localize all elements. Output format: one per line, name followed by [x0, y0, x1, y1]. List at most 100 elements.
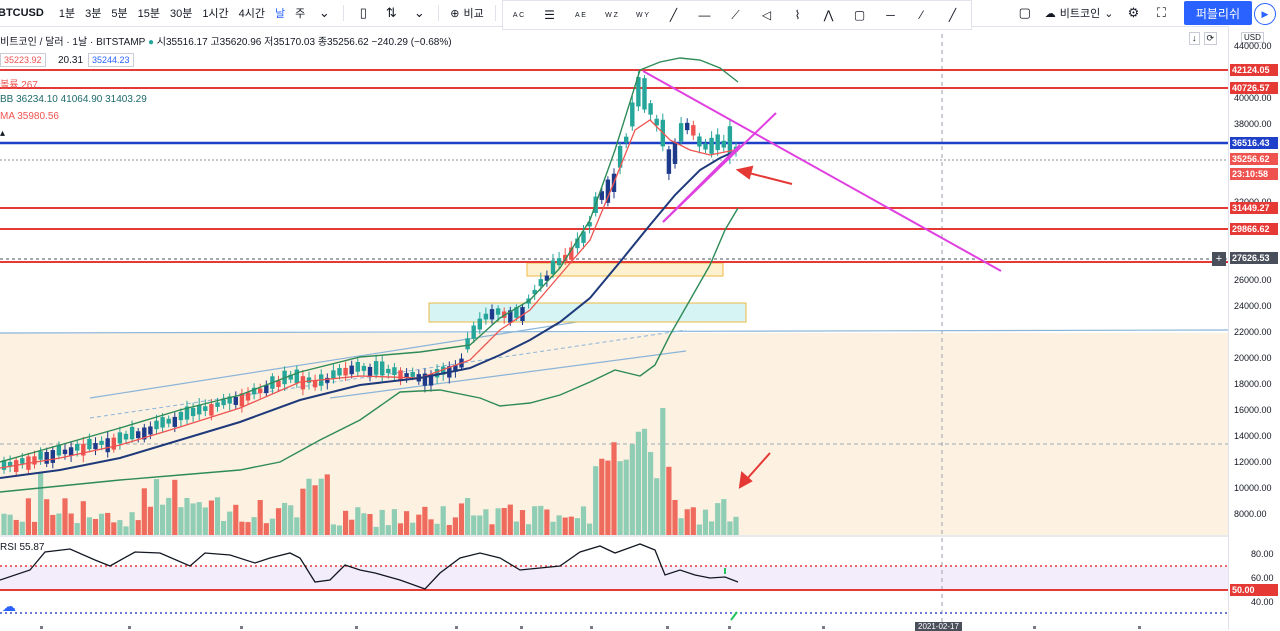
candle: [624, 136, 629, 143]
volume-bar: [318, 478, 324, 535]
volume-bar: [68, 513, 74, 535]
interval-7[interactable]: 날: [275, 8, 286, 20]
candle: [166, 418, 171, 424]
volume-bar: [391, 509, 397, 535]
price-label: 42124.05: [1230, 64, 1278, 76]
volume-bar: [580, 506, 587, 535]
refresh-icon[interactable]: ⟳: [1203, 32, 1218, 45]
extended-line-icon[interactable]: ⁄: [920, 8, 923, 22]
cloud-layout-button[interactable]: ☁ 비트코인 ⌄: [1039, 5, 1120, 21]
candle: [264, 385, 269, 394]
wy-pattern-icon[interactable]: W Y: [635, 11, 650, 19]
compare-button[interactable]: ⊕ 비교: [444, 5, 489, 21]
horizontal-line-icon[interactable]: ─: [886, 8, 895, 22]
interval-8[interactable]: 주: [295, 8, 306, 20]
volume-bar: [635, 431, 641, 535]
time-axis-ticks: [40, 626, 1141, 629]
volume-bar: [373, 526, 379, 535]
interval-1[interactable]: 3분: [85, 8, 102, 20]
fib-fan-icon[interactable]: ◁: [761, 8, 772, 22]
volume-bar: [660, 408, 666, 535]
horizontal-ray-icon[interactable]: —: [698, 8, 711, 22]
volume-bar: [452, 517, 458, 535]
interval-5[interactable]: 1시간: [202, 8, 229, 20]
chevron-down-icon[interactable]: ⌄: [413, 5, 425, 20]
bb-upper: [0, 57, 739, 463]
chevron-down-icon[interactable]: ⌄: [318, 5, 330, 20]
candle: [123, 433, 129, 440]
volume-bar: [166, 497, 172, 535]
wz-pattern-icon[interactable]: W Z: [605, 11, 618, 19]
ask-price[interactable]: 35244.23: [88, 53, 134, 67]
price-label: 36516.43: [1230, 137, 1278, 149]
volume-bar: [263, 523, 269, 535]
path-icon[interactable]: ⌇: [794, 8, 801, 22]
price-axis[interactable]: ↓ ⟳ USD 44000.0040000.0038000.0032000.00…: [1189, 26, 1280, 630]
rsi-level-label: 50.00: [1230, 584, 1278, 596]
time-tick: [1138, 626, 1141, 629]
trend-line-icon[interactable]: ╱: [669, 8, 678, 22]
info-line-icon[interactable]: ╱: [948, 8, 957, 22]
volume-bar: [172, 479, 178, 535]
bid-price[interactable]: 35223.92: [0, 53, 46, 67]
volume-bar: [7, 514, 13, 535]
symbol-label[interactable]: BTCUSD: [0, 7, 44, 19]
volume-bar: [440, 506, 446, 535]
ray-icon[interactable]: ⟋: [731, 7, 740, 22]
gear-icon[interactable]: ⚙: [1127, 5, 1140, 20]
play-icon[interactable]: ▶: [1254, 3, 1276, 25]
bar-style-icon[interactable]: ▯: [359, 5, 367, 20]
volume-bar: [574, 518, 580, 535]
candle: [715, 134, 720, 151]
candle: [648, 103, 653, 115]
candle: [477, 318, 482, 330]
ae-pattern-icon[interactable]: A E: [575, 11, 586, 19]
candle: [428, 374, 434, 386]
currency-label[interactable]: USD: [1241, 32, 1264, 43]
candle: [434, 369, 440, 378]
candle: [721, 140, 726, 148]
volume-bar: [312, 485, 318, 535]
square-icon[interactable]: ▢: [1018, 5, 1031, 20]
candle: [160, 417, 165, 428]
price-chart[interactable]: [0, 0, 1228, 630]
candle: [441, 366, 446, 375]
candle: [630, 102, 635, 127]
interval-2[interactable]: 5분: [111, 8, 128, 20]
interval-3[interactable]: 15분: [137, 8, 160, 20]
volume-bar: [519, 510, 526, 535]
volume-bar: [611, 442, 617, 535]
abcd-pattern-icon[interactable]: A C: [512, 11, 525, 19]
volume-legend: 볼륨 267: [0, 80, 38, 91]
interval-4[interactable]: 30분: [169, 8, 193, 20]
collapse-icon[interactable]: ▴: [0, 128, 6, 139]
zigzag-icon[interactable]: ⋀: [823, 8, 834, 22]
price-tick: 40000.00: [1234, 93, 1272, 103]
channel-icon[interactable]: ☰: [544, 8, 555, 22]
volume-bar: [233, 504, 239, 535]
candle: [392, 367, 397, 375]
volume-bar: [50, 514, 56, 535]
time-tick: [520, 626, 523, 629]
fullscreen-icon[interactable]: ⛶: [1156, 5, 1166, 20]
candle-style-icon[interactable]: ⇅: [385, 5, 397, 20]
candle: [172, 416, 177, 427]
crosshair-plus-icon[interactable]: +: [1212, 252, 1226, 266]
date-label: 2021-02-17: [915, 622, 962, 631]
publish-button[interactable]: 퍼블리쉬: [1183, 1, 1252, 25]
volume-bar: [99, 513, 105, 535]
price-tick: 22000.00: [1234, 327, 1272, 337]
volume-bar: [160, 504, 166, 535]
candle: [105, 438, 110, 453]
interval-0[interactable]: 1분: [58, 8, 76, 20]
volume-bar: [416, 514, 422, 535]
interval-6[interactable]: 4시간: [238, 8, 266, 20]
arrow-down-icon[interactable]: ↓: [1189, 32, 1200, 45]
interval-group: 1분 3분 5분 15분 30분 1시간 4시간 날 주: [54, 5, 310, 21]
candle: [300, 376, 306, 390]
candle: [7, 461, 13, 467]
candle: [209, 404, 214, 416]
rectangle-icon[interactable]: ▢: [853, 8, 866, 22]
candle: [1, 460, 7, 470]
time-tick: [822, 626, 825, 629]
